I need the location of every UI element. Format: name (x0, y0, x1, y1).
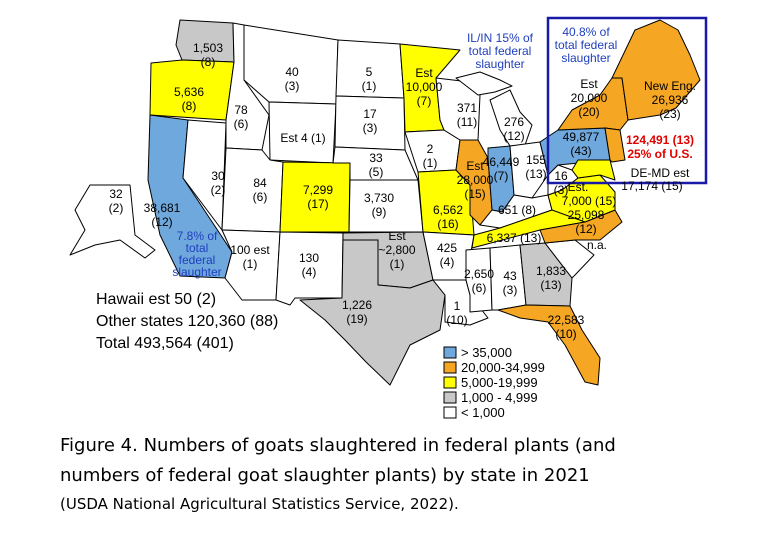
legend: > 35,000 20,000-34,999 5,000-19,999 1,00… (443, 345, 545, 420)
legend-label-under-1000: < 1,000 (461, 405, 505, 420)
label-oh: 155 (13) (525, 153, 546, 181)
label-il: Est 28,000 (15) (457, 159, 494, 201)
label-or: 5,636 (8) (174, 85, 204, 113)
state-mi (489, 89, 533, 147)
legend-label-over-35000: > 35,000 (461, 345, 512, 360)
legend-swatch-over-35000 (443, 346, 457, 359)
label-nj: 124,491 (13) 25% of U.S. (626, 133, 694, 161)
northeast-highlight-box (546, 16, 708, 185)
label-nv: 30 (2) (211, 169, 226, 197)
label-mn: Est 10,000 (7) (406, 66, 443, 108)
label-sd: 17 (3) (363, 107, 378, 135)
label-co: 7,299 (17) (303, 183, 333, 211)
state-de-md (571, 159, 616, 181)
label-tx: 1,226 (19) (342, 298, 372, 326)
label-wi: 371 (11) (457, 101, 478, 129)
state-ak (69, 184, 156, 259)
label-wy: Est 4 (1) (280, 131, 325, 145)
label-pa: 49,877 (43) (563, 130, 600, 158)
state-new-england (611, 19, 701, 121)
legend-swatch-under-1000 (443, 406, 457, 419)
label-nm: 130 (4) (299, 251, 319, 279)
label-va: Est. 7,000 (15) (562, 180, 617, 208)
label-ms: 2,650 (6) (464, 267, 494, 295)
label-de-md: DE-MD est 17,174 (15) (621, 166, 690, 193)
legend-swatch-1000-4999 (443, 391, 457, 404)
caption-line-1: Figure 4. Numbers of goats slaughtered i… (60, 435, 616, 456)
label-new-england: New Eng. 26,936 (23) (644, 79, 696, 121)
label-ga: 1,833 (13) (536, 264, 566, 292)
label-ia: 2 (1) (423, 142, 438, 170)
legend-label-20000-34999: 20,000-34,999 (461, 360, 545, 375)
label-ar: 425 (4) (437, 241, 457, 269)
label-nd: 5 (1) (362, 65, 377, 93)
label-fl: 22,583 (10) (548, 313, 585, 341)
label-ny: Est 20,000 (20) (571, 77, 608, 119)
label-al: 43 (3) (503, 269, 518, 297)
label-sc: n.a. (587, 238, 607, 252)
label-mo: 6,562 (16) (433, 203, 463, 231)
state-fl (497, 304, 601, 386)
label-ca-note: 7.8% of total federal slaughter (172, 229, 221, 279)
us-goat-slaughter-map: 1,503 (8) 5,636 (8) 38,681 (12) 7.8% of tota… (69, 16, 708, 420)
label-ak: 32 (2) (109, 187, 124, 215)
total-hawaii: Hawaii est 50 (2) (96, 291, 216, 308)
note-northeast: 40.8% of total federal slaughter (555, 25, 618, 65)
label-ok: Est ~2,800 (1) (378, 229, 415, 271)
state-nj (604, 127, 626, 163)
label-ca: 38,681 (12) (144, 201, 181, 229)
label-mi: 276 (12) (503, 115, 524, 143)
label-ut: 84 (6) (253, 176, 268, 204)
label-tn: 6,337 (13) (487, 231, 542, 245)
figure-caption: Figure 4. Numbers of goats slaughtered i… (60, 431, 750, 517)
label-ne: 33 (5) (369, 151, 384, 179)
label-in: 46,449 (7) (483, 155, 520, 183)
state-ga (519, 242, 573, 307)
legend-swatch-20000-34999 (443, 361, 457, 374)
state-tx (299, 239, 446, 386)
label-nc: 25,098 (12) (568, 208, 605, 236)
state-mi-up (455, 71, 513, 96)
label-wa: 1,503 (8) (193, 41, 223, 69)
label-ks: 3,730 (9) (364, 191, 394, 219)
caption-line-2: numbers of federal goat slaughter plants… (60, 465, 590, 486)
label-la: 1 (10) (446, 299, 467, 327)
note-il-in: IL/IN 15% of total federal slaughter (467, 31, 534, 71)
label-mt: 40 (3) (285, 65, 300, 93)
total-other-states: Other states 120,360 (88) (96, 313, 278, 330)
label-wv: 16 (3) (554, 169, 569, 197)
label-az: 100 est (1) (230, 243, 270, 271)
caption-source: (USDA National Agricultural Statistics S… (60, 495, 459, 513)
label-id: 78 (6) (234, 103, 249, 131)
state-oh (509, 141, 549, 199)
legend-label-5000-19999: 5,000-19,999 (461, 375, 538, 390)
legend-swatch-5000-19999 (443, 376, 457, 389)
label-ky: 651 (8) (498, 203, 536, 217)
legend-label-1000-4999: 1,000 - 4,999 (461, 390, 538, 405)
total-all: Total 493,564 (401) (96, 335, 234, 352)
